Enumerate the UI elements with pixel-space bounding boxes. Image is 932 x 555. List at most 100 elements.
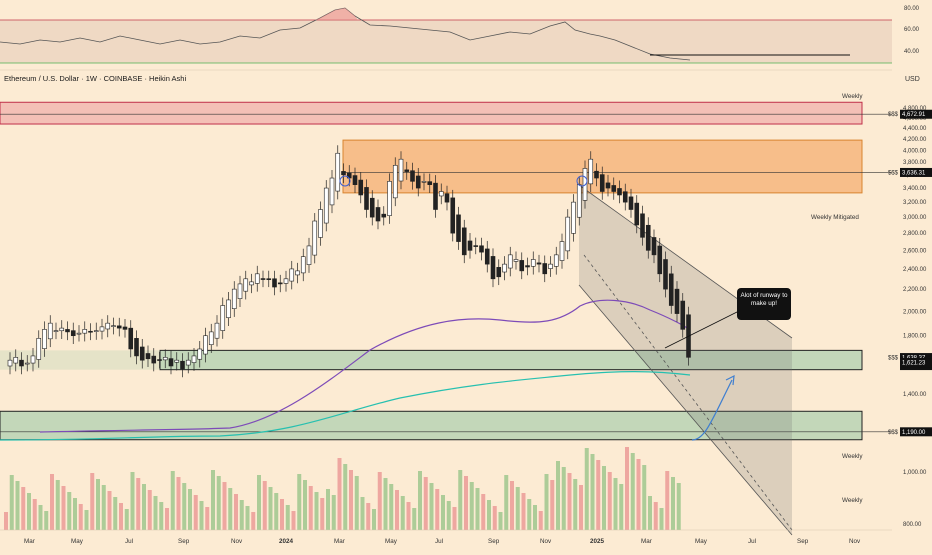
candle-body (30, 355, 36, 364)
volume-bar (349, 470, 353, 530)
x-tick-label: Jul (748, 538, 756, 545)
y-tick-label: 3,000.00 (903, 215, 927, 221)
volume-bar (648, 496, 652, 530)
volume-bar (239, 500, 244, 530)
candle-body (369, 197, 375, 218)
candle-body (450, 197, 456, 234)
candle-body (254, 273, 260, 284)
x-tick-label: May (385, 538, 398, 545)
candle-body (19, 359, 24, 367)
candle-body (208, 331, 214, 346)
candle-body (116, 325, 122, 329)
volume-bar (228, 488, 233, 530)
candle-body (70, 330, 76, 337)
candle-body (139, 346, 145, 361)
candle-body (410, 170, 415, 182)
candle-body (191, 355, 197, 363)
volume-bar (303, 480, 307, 530)
zone-label-weekly-mitigated: Weekly Mitigated (811, 214, 859, 221)
volume-bar (165, 508, 169, 530)
candle-body (467, 240, 473, 251)
volume-bar (159, 502, 164, 530)
volume-bar (55, 480, 60, 530)
projection-arrow (691, 379, 733, 441)
volume-bar (653, 502, 658, 530)
candle-body (151, 355, 157, 364)
candle-body (392, 165, 398, 199)
volume-bar (176, 477, 181, 530)
candle-body (571, 201, 576, 234)
volume-bar (343, 464, 348, 530)
volume-bar (182, 483, 187, 530)
volume-bar (544, 474, 549, 530)
volume-bar (412, 508, 417, 530)
candle-body (438, 191, 444, 197)
price-tag-dollar: $$$ (888, 356, 899, 362)
candle-body (519, 260, 525, 272)
candle-body (76, 332, 82, 335)
candle-body (185, 359, 191, 366)
y-tick-label: 1,000.00 (903, 470, 927, 476)
volume-bar (400, 496, 405, 530)
projection-arrowhead (725, 374, 735, 386)
candle-body (645, 224, 651, 251)
candle-body (237, 283, 243, 299)
candle-body (180, 360, 185, 370)
volume-bar (4, 512, 8, 530)
candle-body (13, 357, 19, 364)
candle-body (157, 359, 162, 361)
volume-bar (280, 499, 284, 530)
candle-body (473, 245, 479, 247)
candle-body (651, 237, 657, 256)
candle-body (283, 278, 289, 284)
volume-bar (274, 493, 279, 530)
annotation-pointer (664, 309, 742, 349)
candle-body (24, 362, 30, 365)
rsi-tick-label: 80.00 (904, 6, 920, 12)
candle-body (197, 348, 203, 360)
volume-bar (147, 490, 152, 530)
candle-body (444, 193, 450, 203)
candle-body (134, 338, 139, 357)
volume-bar (607, 472, 612, 530)
volume-bar (625, 447, 629, 530)
volume-bar (101, 485, 106, 530)
candle-body (536, 262, 542, 265)
rsi-overbought-fill (315, 8, 358, 20)
volume-bar (153, 496, 158, 530)
x-tick-label: May (71, 538, 84, 545)
volume-bar (27, 493, 31, 530)
volume-bar (406, 502, 411, 530)
candle-body (358, 179, 364, 196)
candle-body (427, 181, 433, 185)
volume-bar (504, 475, 509, 530)
candle-body (312, 220, 318, 256)
volume-bar (199, 501, 204, 530)
volume-bar (423, 477, 428, 530)
candle-body (289, 268, 295, 282)
candle-body (243, 278, 249, 292)
volume-bar (119, 503, 123, 530)
candle-body (335, 152, 341, 192)
volume-bar (211, 470, 215, 530)
y-tick-label: 3,800.00 (903, 160, 927, 166)
candle-body (588, 158, 594, 185)
candle-body (605, 182, 611, 189)
candle-body (668, 273, 674, 306)
volume-bar (170, 471, 175, 530)
channel-lower (578, 284, 793, 536)
candle-body (88, 330, 93, 333)
volume-bar (245, 506, 250, 530)
candle-body (145, 353, 151, 360)
x-tick-label: Mar (641, 538, 652, 545)
candle-body (559, 241, 565, 261)
volume-bar (84, 510, 89, 530)
y-tick-label: 4,000.00 (903, 148, 927, 154)
y-tick-label: 4,600.00 (903, 116, 927, 122)
volume-bar (107, 491, 112, 530)
volume-bar (659, 508, 664, 530)
volume-bar (538, 511, 543, 530)
currency-label[interactable]: USD (905, 76, 920, 83)
volume-bar (78, 504, 83, 530)
